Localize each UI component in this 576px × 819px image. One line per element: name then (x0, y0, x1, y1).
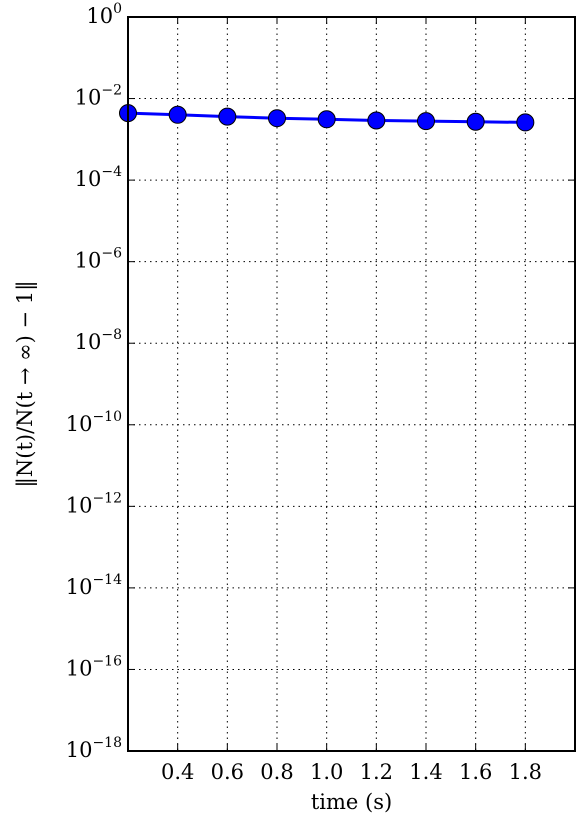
y-tick-label: 10−8 (75, 327, 122, 354)
x-tick-label: 1.0 (310, 760, 343, 784)
y-tick-label: 10−10 (66, 409, 122, 436)
x-tick-label: 1.8 (509, 760, 542, 784)
ticks (128, 16, 575, 752)
series-layer (119, 104, 535, 132)
x-tick-label: 1.4 (409, 760, 442, 784)
y-tick-label: 10−4 (75, 164, 122, 191)
plot-frame (127, 16, 576, 752)
x-axis-label: time (s) (311, 790, 392, 814)
x-tick-labels: 0.4 0.6 0.8 1.0 1.2 1.4 1.6 1.8 (161, 760, 542, 784)
grid (128, 16, 575, 752)
data-point (417, 112, 435, 131)
y-tick-label: 10−12 (66, 490, 122, 517)
data-point (466, 112, 485, 131)
y-tick-label: 10−6 (75, 246, 122, 273)
data-point (268, 109, 286, 128)
x-tick-label: 1.6 (459, 760, 492, 784)
y-tick-label: 10−16 (66, 653, 122, 680)
y-axis-label: ‖N(t)/N(t → ∞) − 1‖ (13, 280, 38, 487)
data-point (317, 110, 336, 129)
y-tick-label: 100 (86, 1, 122, 28)
x-tick-label: 0.6 (211, 760, 244, 784)
x-tick-label: 1.2 (360, 760, 393, 784)
data-point (168, 105, 187, 124)
x-tick-label: 0.4 (161, 760, 194, 784)
data-point (516, 113, 535, 132)
y-tick-label: 10−2 (75, 83, 122, 110)
y-tick-labels: 100 10−2 10−4 10−6 10−8 10−10 10−12 10−14 10−16 1… (66, 1, 122, 762)
x-tick-label: 0.8 (260, 760, 293, 784)
data-point (218, 107, 237, 126)
y-tick-label: 10−14 (66, 572, 122, 599)
y-tick-label: 10−18 (66, 735, 122, 762)
data-point (367, 111, 386, 130)
